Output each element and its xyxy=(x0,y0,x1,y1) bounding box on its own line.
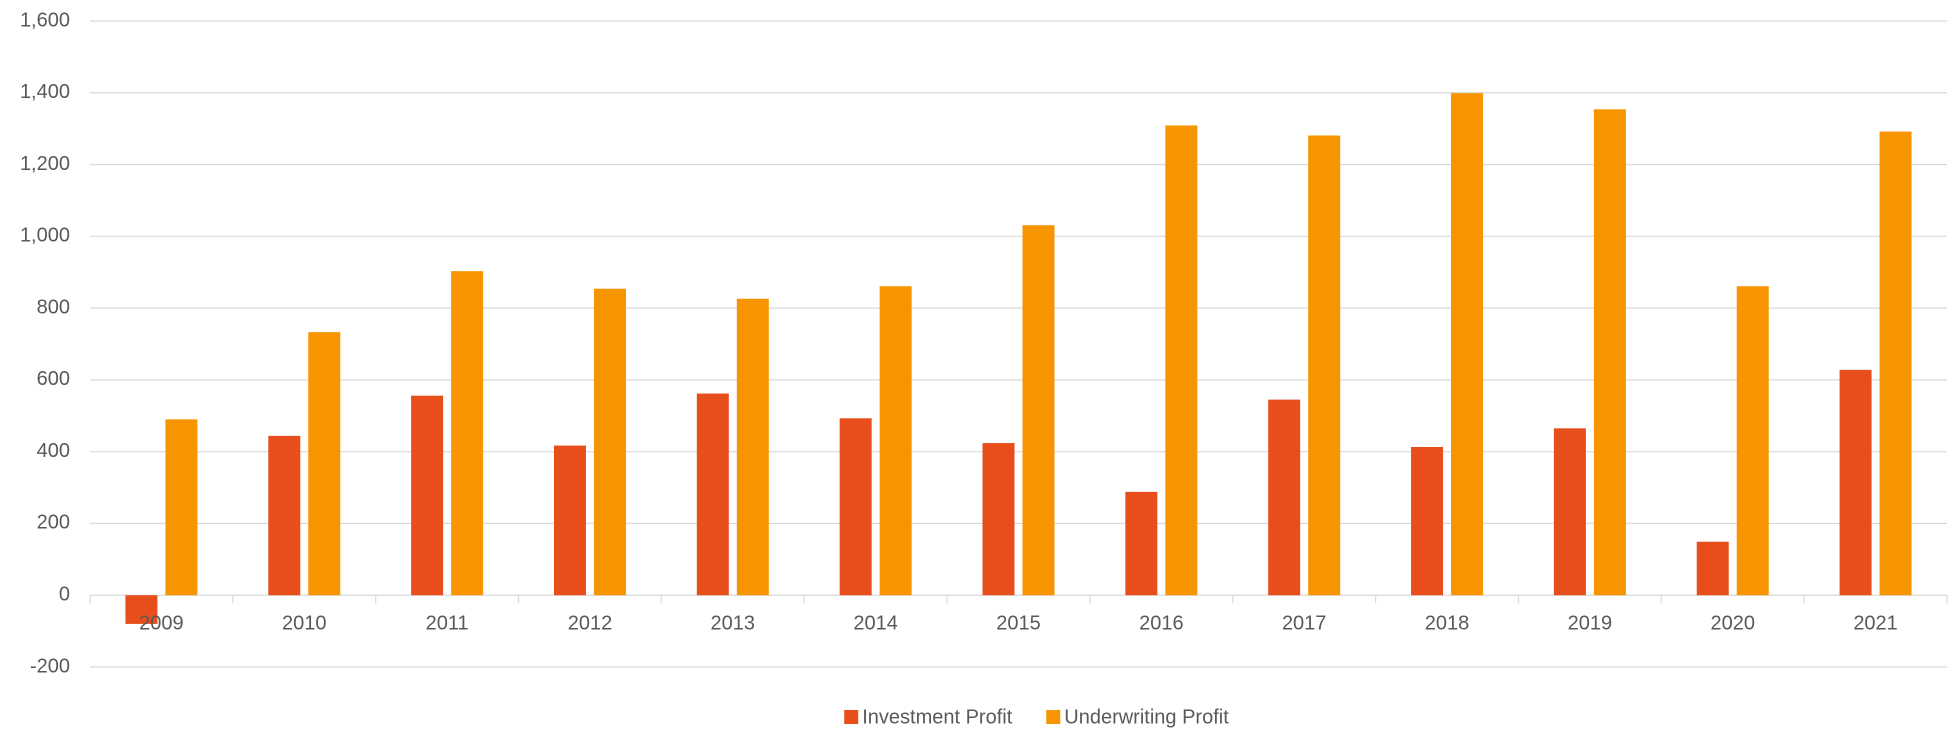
x-tick-label: 2020 xyxy=(1710,613,1755,635)
x-tick-label: 2016 xyxy=(1139,613,1184,635)
bar xyxy=(1308,135,1341,596)
y-tick-label: 1,400 xyxy=(20,81,70,103)
bar xyxy=(553,445,586,596)
legend-swatch xyxy=(844,710,859,724)
x-tick-label: 2011 xyxy=(426,613,469,635)
legend-label: Investment Profit xyxy=(862,706,1013,728)
bar xyxy=(1736,286,1769,596)
bar xyxy=(165,419,198,596)
y-tick-label: 1,000 xyxy=(20,225,70,247)
x-tick-label: 2013 xyxy=(711,613,756,635)
bar xyxy=(696,393,729,596)
y-tick-label: 0 xyxy=(59,584,70,606)
y-tick-label: 1,200 xyxy=(20,153,70,175)
y-tick-label: 600 xyxy=(37,368,70,390)
bar xyxy=(1696,541,1729,596)
bar xyxy=(1839,369,1872,596)
bar xyxy=(1268,399,1301,596)
x-tick-label: 2012 xyxy=(568,613,613,635)
y-tick-label: 800 xyxy=(37,296,70,318)
x-tick-label: 2018 xyxy=(1425,613,1470,635)
x-tick-label: 2019 xyxy=(1568,613,1613,635)
x-tick-label: 2009 xyxy=(139,613,184,635)
y-tick-label: 400 xyxy=(37,440,70,462)
bar xyxy=(982,443,1015,596)
bar xyxy=(1451,93,1484,596)
bar xyxy=(593,288,626,596)
x-tick-label: 2010 xyxy=(282,613,327,635)
bar xyxy=(1553,428,1586,596)
legend-swatch xyxy=(1046,710,1061,724)
bar xyxy=(308,332,341,596)
bar xyxy=(879,286,912,596)
bar xyxy=(451,271,484,596)
legend-label: Underwriting Profit xyxy=(1064,706,1229,728)
bar xyxy=(1879,131,1912,596)
bar xyxy=(1125,491,1158,596)
y-tick-label: 200 xyxy=(37,512,70,534)
bar xyxy=(1411,447,1444,596)
bar xyxy=(268,435,301,596)
bar xyxy=(736,298,769,596)
bar xyxy=(411,395,444,596)
y-tick-label: -200 xyxy=(30,655,70,677)
bar xyxy=(1165,125,1198,596)
x-tick-label: 2015 xyxy=(996,613,1041,635)
bar xyxy=(1022,225,1055,596)
x-tick-label: 2017 xyxy=(1282,613,1327,635)
bar xyxy=(1593,109,1626,596)
x-tick-label: 2021 xyxy=(1853,613,1898,635)
x-tick-label: 2014 xyxy=(853,613,898,635)
y-tick-label: 1,600 xyxy=(20,9,70,31)
bar xyxy=(839,418,872,596)
bar xyxy=(125,595,158,624)
